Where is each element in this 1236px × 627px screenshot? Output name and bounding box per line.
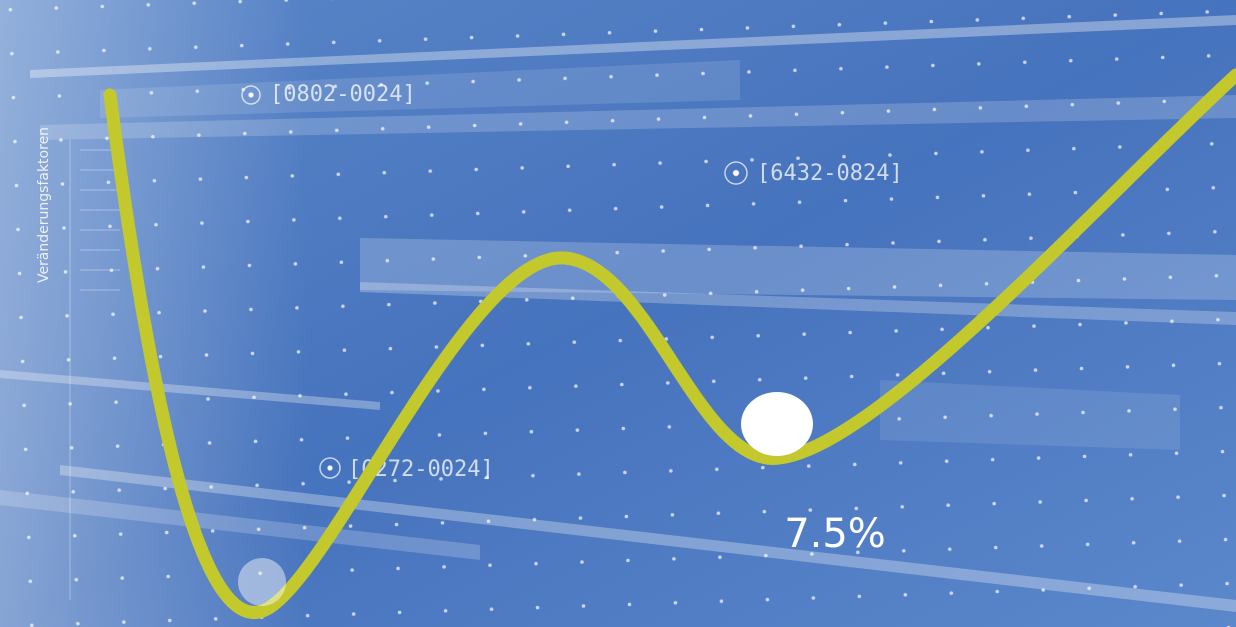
code-label: [0802-0024] [270,82,416,107]
axis-ticks [69,140,120,600]
code-label: [6432-0824] [757,161,903,186]
axis-label: Veränderungsfaktoren [36,127,52,283]
code-icons [241,85,748,479]
ball-faded [238,558,286,606]
curve [103,68,1236,619]
ball [741,392,813,456]
annotation: 7.5% [784,511,886,557]
